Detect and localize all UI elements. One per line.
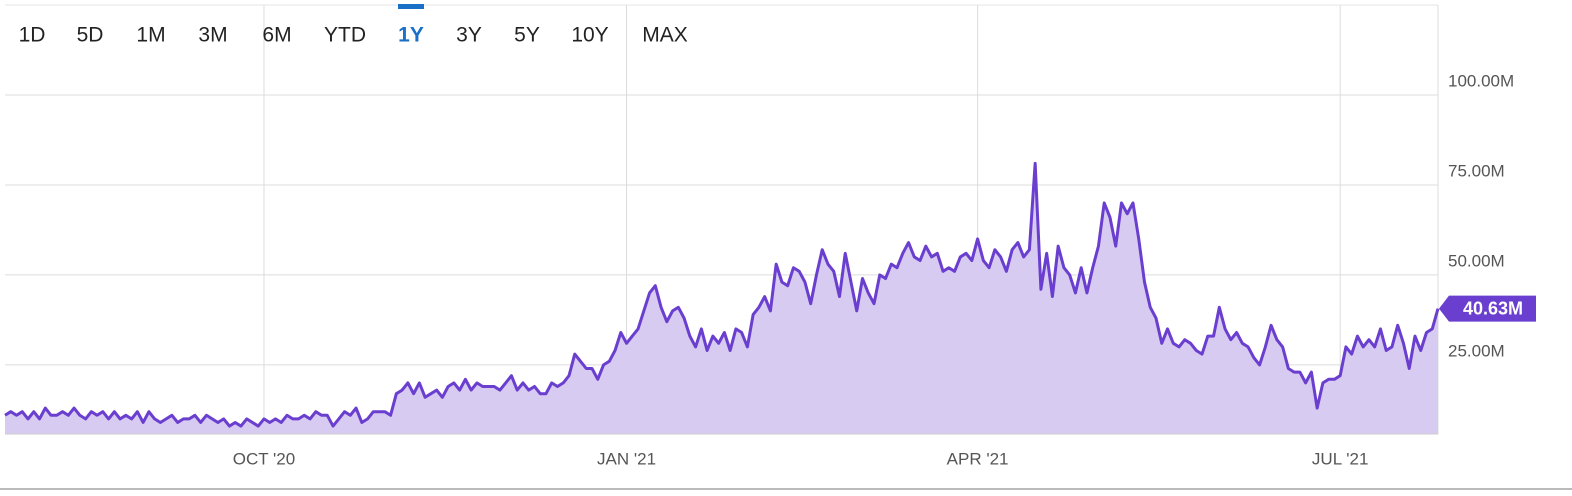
x-tick-label: OCT '20	[233, 449, 295, 468]
range-button[interactable]: YTD	[324, 24, 366, 47]
last-value-badge	[1439, 295, 1536, 322]
range-button[interactable]: 1Y	[398, 24, 424, 47]
range-button[interactable]: 1M	[136, 24, 165, 47]
x-tick-label: JUL '21	[1312, 449, 1368, 468]
range-button[interactable]: 10Y	[571, 24, 608, 47]
selected-indicator	[398, 4, 424, 9]
range-button[interactable]: MAX	[642, 24, 688, 47]
range-button[interactable]: 3M	[198, 24, 227, 47]
last-value-label: 40.63M	[1463, 298, 1523, 318]
y-tick-label: 25.00M	[1448, 341, 1505, 360]
y-tick-label: 50.00M	[1448, 251, 1505, 270]
range-button[interactable]: 5D	[77, 24, 104, 47]
line	[4, 161, 1440, 428]
range-button[interactable]: 5Y	[514, 24, 540, 47]
x-tick-label: JAN '21	[597, 449, 656, 468]
range-button[interactable]: 3Y	[456, 24, 482, 47]
marks: 40.63M	[4, 161, 1536, 435]
y-tick-label: 100.00M	[1448, 71, 1514, 90]
range-button[interactable]: 1D	[19, 24, 46, 47]
y-tick-label: 75.00M	[1448, 161, 1505, 180]
labels: 25.00M 50.00M 75.00M 100.00M OCT '20 JAN '21 A…	[233, 71, 1514, 468]
area	[5, 163, 1438, 435]
range-buttons: 1D 5D 1M 3M 6M YTD 1Y 3Y 5Y 10Y MAX	[19, 4, 688, 47]
range-button[interactable]: 6M	[262, 24, 291, 47]
x-tick-label: APR '21	[947, 449, 1009, 468]
